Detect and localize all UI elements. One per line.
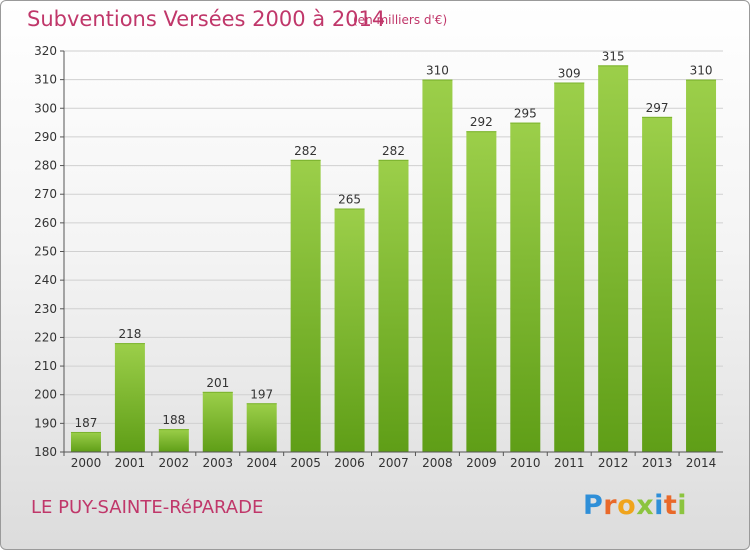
bar: [466, 131, 497, 452]
bar: [70, 431, 101, 452]
bar: [114, 343, 145, 452]
x-tick-label: 2000: [71, 456, 102, 470]
logo-letter: r: [603, 490, 618, 521]
bar: [158, 429, 189, 452]
y-tick-label: 190: [34, 416, 57, 430]
y-tick-label: 260: [34, 216, 57, 230]
x-tick-label: 2006: [334, 456, 365, 470]
data-label: 265: [338, 193, 361, 207]
bar: [246, 403, 277, 452]
y-tick-label: 290: [34, 130, 57, 144]
data-label: 187: [75, 416, 98, 430]
data-label: 282: [382, 144, 405, 158]
x-tick-label: 2012: [598, 456, 629, 470]
y-tick-label: 240: [34, 273, 57, 287]
x-tick-label: 2003: [202, 456, 233, 470]
bars: [70, 65, 717, 453]
logo-letter: x: [636, 490, 655, 521]
bar: [686, 79, 717, 453]
x-tick-label: 2011: [554, 456, 585, 470]
data-label: 218: [118, 327, 141, 341]
bar: [202, 391, 233, 452]
y-tick-label: 270: [34, 187, 57, 201]
data-label: 197: [250, 387, 273, 401]
logo-letter: i: [677, 490, 688, 521]
data-label: 188: [162, 413, 185, 427]
logo-letter: i: [654, 490, 664, 521]
data-label: 201: [206, 376, 229, 390]
chart-title: Subventions Versées 2000 à 2014: [27, 7, 386, 31]
logo-letter: P: [583, 490, 604, 521]
y-tick-label: 230: [34, 302, 57, 316]
x-tick-label: 2002: [159, 456, 190, 470]
x-tick-label: 2007: [378, 456, 409, 470]
bar: [378, 159, 409, 453]
proxiti-logo: Proxiti: [583, 490, 687, 521]
bar: [510, 122, 541, 452]
y-tick-label: 250: [34, 245, 57, 259]
logo-letter: o: [617, 490, 637, 521]
y-tick-label: 300: [34, 101, 57, 115]
data-labels: 187 218 188 201 197 282 265 282 310 292 295 309 315 2…: [75, 49, 713, 430]
y-tick-label: 180: [34, 445, 57, 459]
bar: [598, 65, 629, 453]
data-label: 292: [470, 115, 493, 129]
bar: [334, 208, 365, 452]
bar: [642, 116, 673, 452]
x-tick-label: 2014: [686, 456, 717, 470]
y-tick-label: 320: [34, 44, 57, 58]
y-tick-label: 220: [34, 330, 57, 344]
data-label: 309: [558, 67, 581, 81]
data-label: 297: [646, 101, 669, 115]
x-tick-label: 2010: [510, 456, 541, 470]
y-tick-label: 310: [34, 73, 57, 87]
unit-label: (en milliers d'€): [353, 13, 448, 27]
x-tick-label: 2001: [115, 456, 146, 470]
y-tick-label: 280: [34, 159, 57, 173]
logo-letter: t: [663, 490, 678, 521]
bar: [422, 79, 453, 453]
data-label: 315: [602, 49, 625, 63]
commune-name: LE PUY-SAINTE-RéPARADE: [31, 497, 264, 518]
data-label: 310: [426, 64, 449, 78]
y-tick-label: 200: [34, 388, 57, 402]
data-label: 282: [294, 144, 317, 158]
bar: [554, 82, 585, 452]
axes: 180 190 200 210 220 230 240 250 260 270 280 290 300 3…: [34, 44, 723, 470]
x-tick-label: 2004: [246, 456, 277, 470]
x-tick-label: 2013: [642, 456, 673, 470]
x-tick-label: 2008: [422, 456, 453, 470]
data-label: 310: [690, 64, 713, 78]
data-label: 295: [514, 107, 537, 121]
x-tick-label: 2009: [466, 456, 497, 470]
bar: [290, 159, 321, 453]
x-tick-label: 2005: [290, 456, 321, 470]
y-tick-label: 210: [34, 359, 57, 373]
